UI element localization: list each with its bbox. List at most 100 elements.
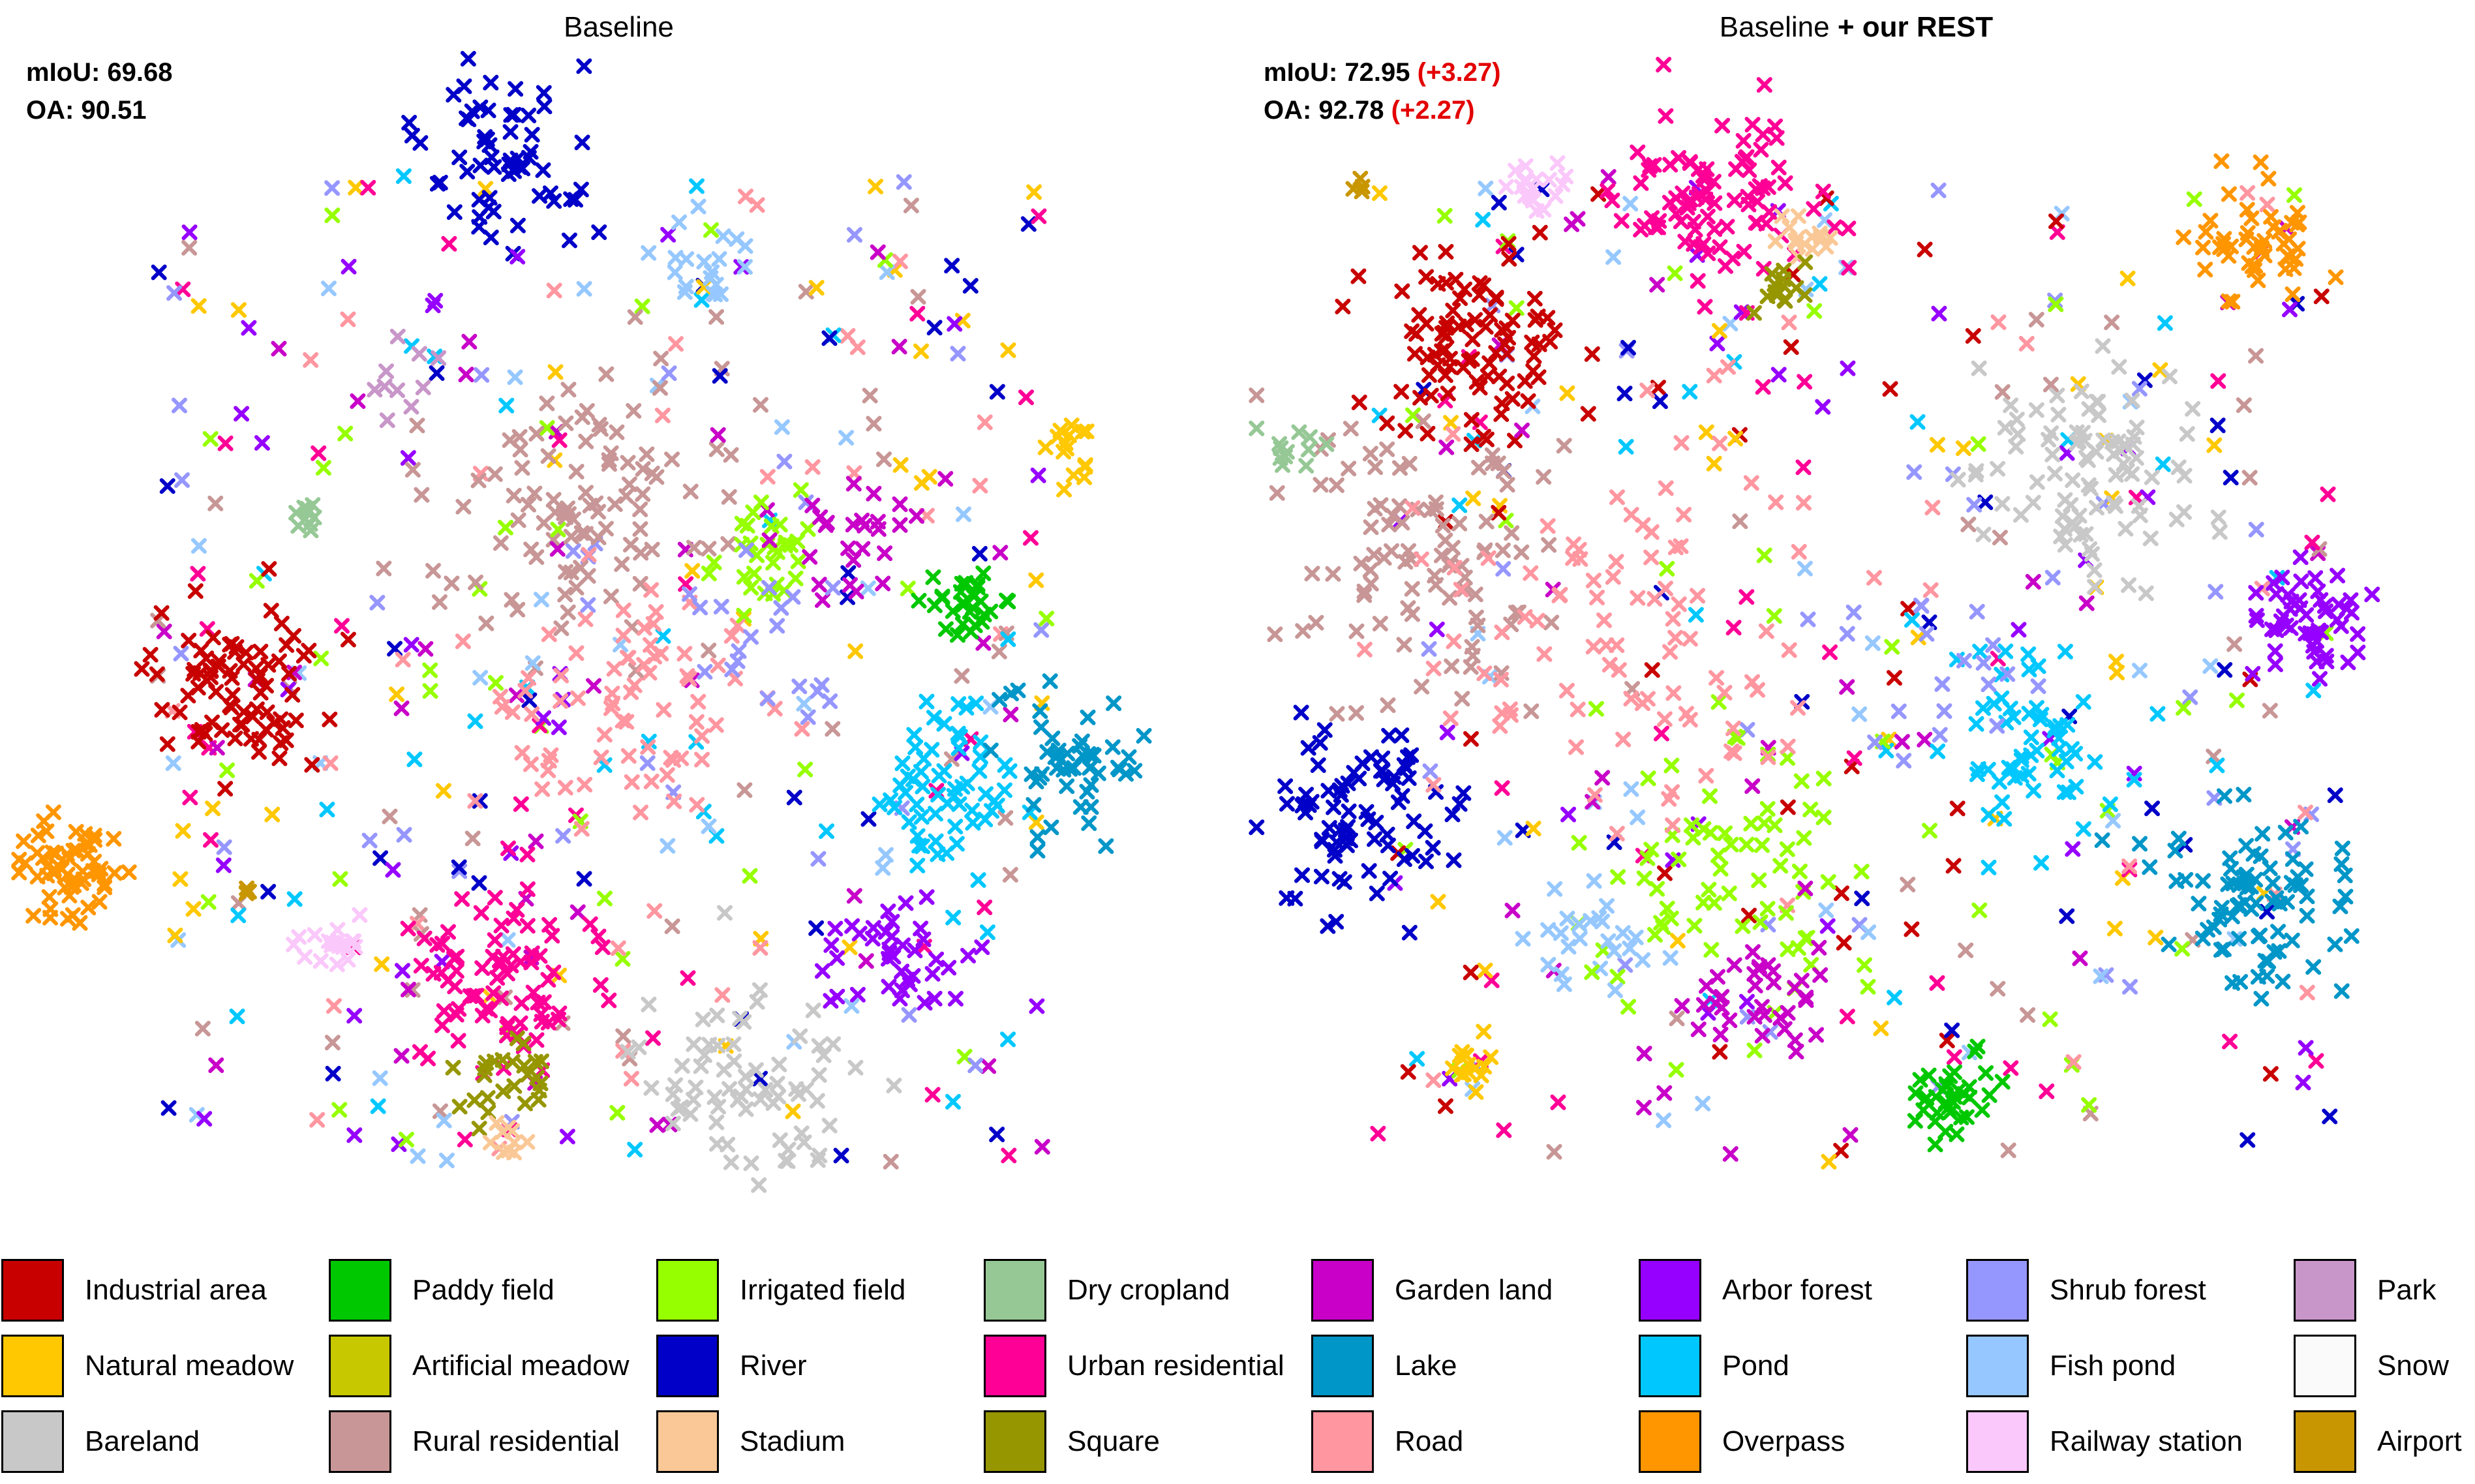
point-irrigated-field	[1723, 836, 1739, 853]
point-road	[1791, 543, 1807, 560]
point-road	[1476, 665, 1493, 682]
point-pond	[947, 819, 964, 835]
point-pond	[2058, 753, 2074, 770]
point-shrub-forest	[713, 599, 729, 615]
point-river	[1854, 890, 1870, 907]
point-irrigated-field	[1721, 885, 1737, 901]
legend-item-rural-residential: Rural residential	[327, 1410, 654, 1476]
point-river	[1249, 819, 1265, 836]
point-lake	[2305, 959, 2322, 975]
point-road	[523, 756, 539, 772]
point-river	[1310, 757, 1326, 773]
point-urban-residential	[1815, 183, 1831, 200]
point-pond	[2002, 701, 2018, 717]
point-fish-pond	[1571, 916, 1587, 932]
point-garden-land	[1811, 939, 1827, 956]
point-urban-residential	[1946, 1049, 1962, 1065]
point-garden-land	[209, 740, 225, 756]
point-railway-station	[329, 956, 345, 973]
point-river	[1277, 778, 1294, 795]
point-industrial-area	[1393, 384, 1410, 400]
point-road	[1568, 739, 1585, 755]
point-square	[506, 1078, 523, 1094]
point-road	[1492, 718, 1508, 734]
point-fish-pond	[1559, 911, 1575, 927]
point-river	[1313, 868, 1329, 885]
point-river	[576, 58, 592, 74]
point-road	[1609, 489, 1625, 506]
point-railway-station	[1517, 158, 1534, 174]
point-pond	[872, 796, 888, 813]
point-industrial-area	[340, 631, 356, 648]
point-arbor-forest	[895, 937, 911, 954]
point-lake	[1104, 739, 1121, 755]
point-road	[604, 686, 620, 702]
legend-item-arbor-forest: Arbor forest	[1637, 1259, 1964, 1324]
point-fish-pond	[372, 1070, 388, 1086]
point-lake	[2200, 922, 2216, 938]
point-rural-residential	[536, 515, 552, 531]
point-rural-residential	[883, 1153, 899, 1170]
point-shrub-forest	[2131, 380, 2148, 397]
point-pond	[1451, 497, 1468, 513]
point-pond	[2007, 770, 2023, 786]
legend-swatch	[1311, 1335, 1374, 1397]
point-urban-residential	[1740, 189, 1756, 205]
point-industrial-area	[1520, 393, 1536, 409]
point-natural-meadow	[1821, 1153, 1837, 1170]
point-urban-residential	[462, 988, 478, 1005]
point-arbor-forest	[254, 434, 270, 451]
legend-item-artificial-meadow: Artificial meadow	[327, 1335, 654, 1400]
point-rural-residential	[1325, 566, 1341, 582]
point-garden-land	[1808, 1027, 1825, 1043]
point-fish-pond	[189, 1107, 205, 1123]
point-urban-residential	[1739, 589, 1755, 605]
point-shrub-forest	[761, 579, 777, 596]
point-garden-land	[1674, 998, 1690, 1014]
point-bareland	[710, 1037, 726, 1053]
point-bareland	[809, 1093, 825, 1109]
point-industrial-area	[1833, 885, 1849, 901]
point-fish-pond	[1864, 635, 1881, 651]
point-fish-pond	[1818, 902, 1834, 918]
point-river	[159, 478, 175, 494]
point-fish-pond	[1630, 810, 1646, 826]
point-industrial-area	[1900, 601, 1917, 617]
point-garden-land	[393, 1048, 410, 1064]
point-road	[1781, 314, 1797, 331]
point-natural-meadow	[913, 343, 929, 359]
point-rural-residential	[1269, 485, 1285, 501]
point-pond	[1682, 384, 1698, 400]
point-road	[553, 693, 569, 709]
point-urban-residential	[530, 994, 546, 1010]
legend-swatch	[1, 1410, 64, 1473]
point-irrigated-field	[1712, 860, 1729, 877]
legend-swatch	[2294, 1410, 2356, 1473]
point-fish-pond	[715, 228, 731, 245]
point-overpass	[106, 830, 122, 847]
point-fish-pond	[1553, 925, 1569, 941]
point-garden-land	[1812, 967, 1829, 983]
point-overpass	[41, 889, 57, 905]
point-lake	[2343, 928, 2360, 944]
point-shrub-forest	[171, 397, 187, 414]
point-river	[1418, 853, 1435, 870]
point-irrigated-field	[1772, 858, 1789, 874]
point-pond	[1000, 1031, 1016, 1048]
point-river	[1394, 788, 1410, 804]
point-rural-residential	[514, 460, 530, 476]
point-bareland	[765, 1095, 782, 1112]
point-urban-residential	[1697, 299, 1713, 315]
point-pond	[2023, 729, 2039, 746]
point-garden-land	[802, 549, 818, 565]
point-road	[541, 626, 557, 643]
point-fish-pond	[524, 655, 541, 671]
point-shrub-forest	[681, 586, 697, 602]
point-road	[1698, 768, 1714, 784]
point-industrial-area	[1476, 277, 1492, 294]
point-arbor-forest	[403, 637, 419, 653]
point-rural-residential	[539, 395, 555, 412]
legend-item-irrigated-field: Irrigated field	[655, 1259, 981, 1324]
point-arbor-forest	[829, 988, 845, 1005]
point-paddy-field	[1978, 1065, 1994, 1081]
